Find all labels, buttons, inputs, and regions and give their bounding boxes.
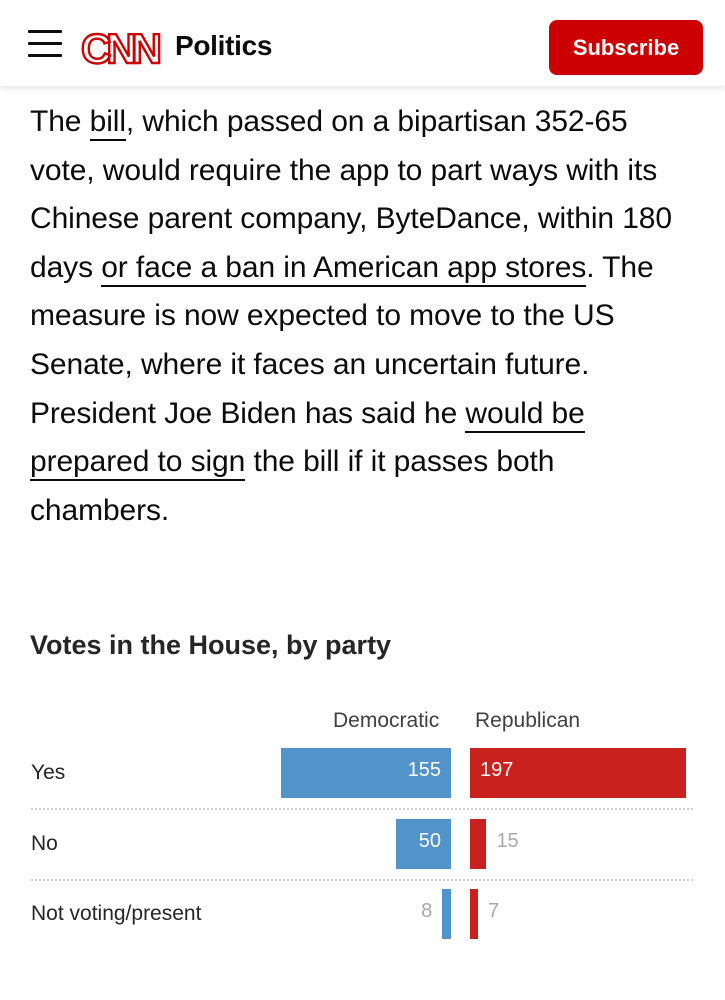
row-label: Yes bbox=[31, 761, 66, 784]
republican-bar bbox=[470, 819, 487, 869]
democratic-value-label: 155 bbox=[407, 759, 441, 781]
article-text: the bill if it passes both chambers. bbox=[30, 445, 555, 527]
menu-bar-bottom bbox=[28, 54, 62, 57]
article-link[interactable]: or face a ban in American app stores bbox=[101, 250, 586, 287]
article-text: , which passed on a bipartisan 352-65 vo… bbox=[30, 105, 672, 284]
cnn-logo-text: CNN bbox=[81, 26, 160, 70]
republican-value-label: 15 bbox=[496, 830, 519, 852]
article-link[interactable]: would be prepared to sign bbox=[30, 396, 585, 482]
democratic-bar bbox=[281, 748, 451, 798]
democratic-value-label: 8 bbox=[421, 900, 433, 922]
republican-value-label: 197 bbox=[480, 759, 514, 781]
row-label: No bbox=[31, 832, 58, 855]
chart-title: Votes in the House, by party bbox=[30, 630, 392, 660]
section-title[interactable]: Politics bbox=[175, 30, 273, 61]
republican-bar bbox=[470, 748, 686, 798]
menu-icon[interactable] bbox=[28, 30, 62, 58]
article-text: The bbox=[30, 105, 90, 138]
row-divider bbox=[31, 808, 693, 810]
democratic-bar bbox=[396, 819, 451, 869]
democratic-bar bbox=[442, 889, 451, 939]
republican-bar bbox=[470, 889, 478, 939]
legend-republican: Republican bbox=[475, 709, 581, 732]
republican-value-label: 7 bbox=[488, 900, 500, 922]
democratic-value-label: 50 bbox=[418, 830, 441, 852]
article-text: . The measure is now expected to move to… bbox=[30, 250, 654, 430]
article-link[interactable]: bill bbox=[89, 105, 126, 141]
cnn-logo-mark: CNN bbox=[80, 26, 166, 70]
row-divider bbox=[31, 879, 693, 881]
row-label: Not voting/present bbox=[31, 902, 202, 925]
legend-democratic: Democratic bbox=[333, 709, 440, 732]
menu-bar-middle bbox=[28, 42, 62, 45]
site-header: CNN Politics Subscribe bbox=[0, 0, 725, 86]
cnn-logo[interactable]: CNN bbox=[80, 26, 168, 70]
menu-bar-top bbox=[28, 30, 62, 33]
article-paragraph: The bill, which passed on a bipartisan 3… bbox=[30, 98, 695, 535]
subscribe-button[interactable]: Subscribe bbox=[549, 20, 703, 75]
